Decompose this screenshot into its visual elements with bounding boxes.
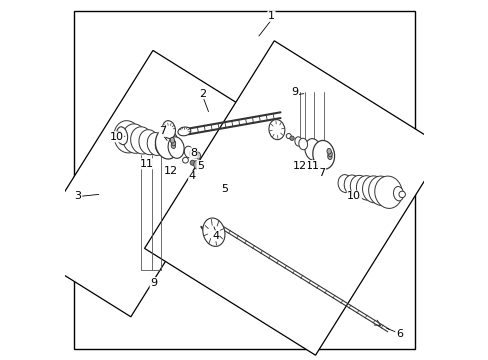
Ellipse shape [195, 152, 200, 159]
Ellipse shape [268, 120, 285, 140]
Circle shape [190, 160, 195, 165]
Text: 11: 11 [140, 159, 154, 169]
Ellipse shape [368, 176, 393, 206]
Ellipse shape [374, 176, 402, 208]
Text: 4: 4 [188, 171, 196, 181]
Ellipse shape [294, 137, 302, 146]
Text: 1: 1 [267, 11, 274, 21]
Ellipse shape [147, 132, 165, 156]
Ellipse shape [327, 151, 332, 157]
Ellipse shape [139, 130, 159, 155]
Ellipse shape [163, 138, 178, 157]
Text: 9: 9 [291, 87, 298, 97]
Circle shape [115, 131, 122, 139]
Ellipse shape [171, 143, 175, 149]
Ellipse shape [326, 148, 331, 154]
Ellipse shape [116, 127, 127, 145]
Ellipse shape [327, 154, 331, 159]
Text: 5: 5 [221, 184, 228, 194]
Ellipse shape [114, 121, 141, 153]
Polygon shape [27, 50, 256, 317]
Text: 10: 10 [109, 132, 123, 142]
Text: 5: 5 [197, 161, 203, 171]
Text: 7: 7 [318, 168, 325, 178]
Text: 12: 12 [293, 161, 307, 171]
Ellipse shape [155, 129, 179, 159]
Ellipse shape [356, 176, 377, 200]
Ellipse shape [130, 127, 153, 154]
Ellipse shape [155, 135, 171, 156]
Text: 11: 11 [305, 161, 319, 171]
Circle shape [182, 157, 188, 163]
Ellipse shape [122, 124, 147, 153]
Ellipse shape [162, 121, 175, 139]
Ellipse shape [312, 140, 334, 169]
Ellipse shape [349, 175, 368, 198]
Ellipse shape [362, 176, 385, 203]
Polygon shape [144, 41, 445, 355]
Text: 10: 10 [346, 191, 361, 201]
Text: 7: 7 [159, 126, 166, 136]
Ellipse shape [178, 127, 190, 136]
Ellipse shape [305, 139, 320, 160]
Circle shape [285, 134, 291, 139]
Ellipse shape [337, 175, 352, 193]
Ellipse shape [203, 218, 224, 246]
Text: 4: 4 [212, 231, 219, 241]
Text: 9: 9 [150, 278, 157, 288]
Text: 12: 12 [163, 166, 178, 176]
Text: 2: 2 [199, 89, 206, 99]
Ellipse shape [298, 138, 307, 150]
Circle shape [289, 136, 294, 140]
Ellipse shape [193, 161, 200, 169]
Ellipse shape [192, 151, 197, 158]
Ellipse shape [393, 186, 403, 201]
Ellipse shape [170, 138, 174, 143]
Text: 6: 6 [395, 329, 402, 339]
Ellipse shape [344, 175, 360, 195]
Circle shape [398, 191, 405, 198]
Ellipse shape [168, 137, 184, 158]
Text: 8: 8 [189, 148, 197, 158]
Ellipse shape [189, 150, 194, 158]
Ellipse shape [171, 140, 175, 146]
Ellipse shape [184, 146, 193, 158]
Text: 3: 3 [75, 191, 81, 201]
